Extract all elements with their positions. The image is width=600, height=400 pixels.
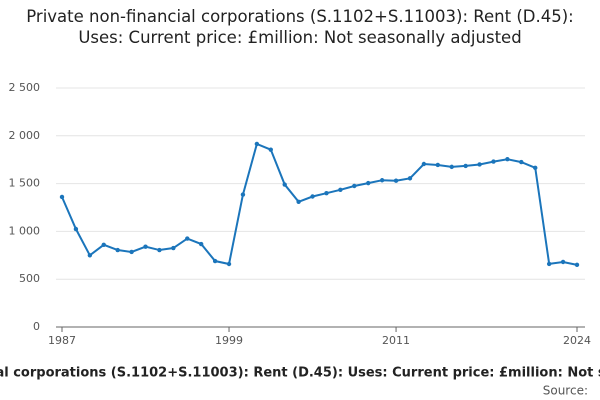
point [73, 226, 79, 232]
point [449, 164, 454, 170]
point [533, 165, 538, 171]
point [59, 194, 65, 200]
point [491, 159, 496, 164]
point [129, 249, 134, 255]
point [421, 161, 427, 167]
x-tick-label: 2011 [382, 334, 410, 347]
point [338, 187, 343, 193]
point [115, 247, 120, 253]
point [101, 242, 106, 247]
y-tick-label: 1 000 [9, 224, 41, 237]
point [379, 178, 385, 183]
point [282, 182, 287, 187]
point [505, 157, 510, 162]
point [560, 259, 566, 265]
point [240, 192, 246, 197]
point [324, 190, 329, 196]
point [143, 244, 148, 249]
point [366, 180, 371, 186]
point [212, 258, 218, 264]
point [296, 199, 301, 204]
point [157, 247, 162, 253]
y-tick-label: 0 [33, 320, 40, 333]
point [463, 163, 468, 169]
x-tick-label: 2024 [563, 334, 591, 347]
y-tick-label: 2 500 [9, 81, 41, 94]
point [226, 261, 232, 267]
point [435, 162, 441, 168]
x-tick-label: 1987 [48, 334, 76, 347]
point [254, 141, 260, 147]
point [477, 162, 482, 167]
point [393, 178, 399, 183]
y-tick-label: 500 [19, 272, 40, 285]
point [352, 183, 357, 189]
line [61, 142, 578, 266]
x-axis-label: Private non-financial corporations (S.11… [0, 366, 600, 381]
point [519, 159, 524, 165]
y-tick-label: 1 500 [9, 177, 41, 190]
point [185, 236, 190, 241]
point [407, 176, 413, 181]
x-tick-label: 1999 [215, 334, 243, 347]
point [310, 194, 315, 199]
y-tick-label: 2 000 [9, 129, 41, 142]
point [268, 147, 273, 152]
source: Source: [543, 384, 588, 398]
point [546, 261, 552, 267]
chart-title: Private non-financial corporations (S.11… [26, 7, 574, 47]
point [171, 245, 176, 251]
point [574, 262, 580, 268]
point [198, 241, 204, 247]
point [87, 253, 93, 258]
